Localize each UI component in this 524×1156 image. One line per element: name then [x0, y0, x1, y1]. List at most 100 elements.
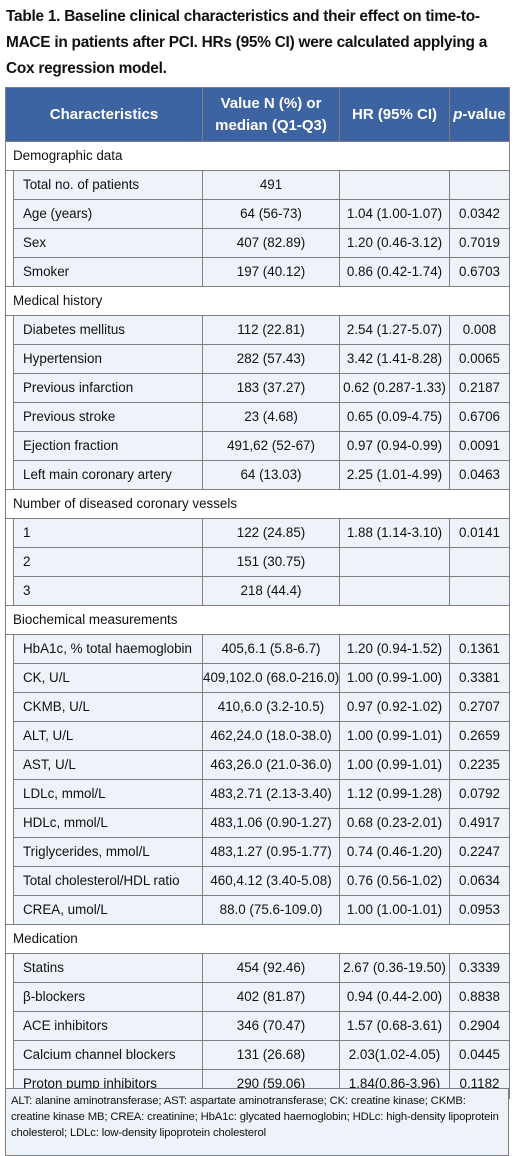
row-value: 483,1.06 (0.90-1.27): [202, 808, 340, 838]
indent-gap: [5, 257, 14, 287]
table-row: 2 151 (30.75): [5, 547, 510, 577]
row-hr: 2.03(1.02-4.05): [339, 1040, 450, 1070]
table-row: CK, U/L 409,102.0 (68.0-216.0) 1.00 (0.99-…: [5, 663, 510, 693]
row-label: Left main coronary artery: [13, 460, 203, 490]
row-value: 88.0 (75.6-109.0): [202, 895, 340, 925]
row-label: AST, U/L: [13, 750, 203, 780]
indent-gap: [5, 1040, 14, 1070]
row-value: 151 (30.75): [202, 547, 340, 577]
row-hr: 1.00 (1.00-1.01): [339, 895, 450, 925]
table-row: Total no. of patients 491: [5, 170, 510, 200]
row-hr: 0.97 (0.92-1.02): [339, 692, 450, 722]
row-value: 405,6.1 (5.8-6.7): [202, 634, 340, 664]
row-value: 410,6.0 (3.2-10.5): [202, 692, 340, 722]
table-row: β-blockers 402 (81.87) 0.94 (0.44-2.00) 0.8…: [5, 982, 510, 1012]
indent-gap: [5, 895, 14, 925]
row-hr: 1.04 (1.00-1.07): [339, 199, 450, 229]
row-label: Smoker: [13, 257, 203, 287]
row-label: Proton pump inhibitors: [13, 1069, 203, 1099]
indent-gap: [5, 576, 14, 606]
row-label: HDLc, mmol/L: [13, 808, 203, 838]
row-value: 122 (24.85): [202, 518, 340, 548]
indent-gap: [5, 344, 14, 374]
section-header-row: Number of diseased coronary vessels: [5, 489, 510, 519]
table-row: Smoker 197 (40.12) 0.86 (0.42-1.74) 0.6703: [5, 257, 510, 287]
row-hr: 1.20 (0.46-3.12): [339, 228, 450, 258]
table-row: Previous stroke 23 (4.68) 0.65 (0.09-4.75)…: [5, 402, 510, 432]
table-row: Previous infarction 183 (37.27) 0.62 (0.28…: [5, 373, 510, 403]
row-p-value: 0.0445: [449, 1040, 510, 1070]
header-value-line1: Value N (%) or: [220, 94, 322, 112]
row-hr: 0.94 (0.44-2.00): [339, 982, 450, 1012]
row-label: Age (years): [13, 199, 203, 229]
row-p-value: 0.2187: [449, 373, 510, 403]
row-label: Total no. of patients: [13, 170, 203, 200]
header-characteristics: Characteristics: [5, 87, 203, 142]
row-label: ALT, U/L: [13, 721, 203, 751]
row-label: Diabetes mellitus: [13, 315, 203, 345]
indent-gap: [5, 402, 14, 432]
row-value: 483,1.27 (0.95-1.77): [202, 837, 340, 867]
row-hr: 0.68 (0.23-2.01): [339, 808, 450, 838]
table-footnote: ALT: alanine aminotransferase; AST: aspa…: [5, 1088, 509, 1156]
row-value: 23 (4.68): [202, 402, 340, 432]
row-value: 409,102.0 (68.0-216.0): [202, 663, 340, 693]
table-row: Calcium channel blockers 131 (26.68) 2.03(…: [5, 1040, 510, 1070]
table-row: LDLc, mmol/L 483,2.71 (2.13-3.40) 1.12 (0.…: [5, 779, 510, 809]
header-p-rest: -value: [462, 105, 506, 123]
row-p-value: 0.2235: [449, 750, 510, 780]
row-hr: 0.74 (0.46-1.20): [339, 837, 450, 867]
row-label: 2: [13, 547, 203, 577]
baseline-characteristics-table: Characteristics Value N (%) or median (Q…: [5, 87, 510, 1099]
table-row: ALT, U/L 462,24.0 (18.0-38.0) 1.00 (0.99-1…: [5, 721, 510, 751]
row-p-value: 0.2707: [449, 692, 510, 722]
indent-gap: [5, 199, 14, 229]
indent-gap: [5, 779, 14, 809]
table-row: Triglycerides, mmol/L 483,1.27 (0.95-1.77…: [5, 837, 510, 867]
row-label: Total cholesterol/HDL ratio: [13, 866, 203, 896]
row-value: 64 (56-73): [202, 199, 340, 229]
row-p-value: 0.7019: [449, 228, 510, 258]
row-label: Hypertension: [13, 344, 203, 374]
row-value: 491: [202, 170, 340, 200]
indent-gap: [5, 373, 14, 403]
row-hr: 0.65 (0.09-4.75): [339, 402, 450, 432]
row-hr: [339, 170, 450, 200]
row-value: 131 (26.68): [202, 1040, 340, 1070]
row-p-value: 0.0091: [449, 431, 510, 461]
table-row: AST, U/L 463,26.0 (21.0-36.0) 1.00 (0.99-1…: [5, 750, 510, 780]
row-label: 3: [13, 576, 203, 606]
row-label: CK, U/L: [13, 663, 203, 693]
row-label: LDLc, mmol/L: [13, 779, 203, 809]
row-hr: 0.62 (0.287-1.33): [339, 373, 450, 403]
row-p-value: [449, 170, 510, 200]
indent-gap: [5, 634, 14, 664]
row-value: 183 (37.27): [202, 373, 340, 403]
row-value: 483,2.71 (2.13-3.40): [202, 779, 340, 809]
row-hr: 0.86 (0.42-1.74): [339, 257, 450, 287]
row-value: 407 (82.89): [202, 228, 340, 258]
row-hr: 2.25 (1.01-4.99): [339, 460, 450, 490]
table-row: Hypertension 282 (57.43) 3.42 (1.41-8.28) 0…: [5, 344, 510, 374]
indent-gap: [5, 808, 14, 838]
indent-gap: [5, 953, 14, 983]
table-row: HbA1c, % total haemoglobin 405,6.1 (5.8-6…: [5, 634, 510, 664]
row-label: HbA1c, % total haemoglobin: [13, 634, 203, 664]
row-p-value: 0.6706: [449, 402, 510, 432]
row-value: 346 (70.47): [202, 1011, 340, 1041]
row-p-value: 0.0463: [449, 460, 510, 490]
row-p-value: 0.0342: [449, 199, 510, 229]
row-hr: 0.97 (0.94-0.99): [339, 431, 450, 461]
section-title: Medical history: [5, 286, 510, 316]
section-title: Number of diseased coronary vessels: [5, 489, 510, 519]
row-hr: 1.00 (0.99-1.01): [339, 721, 450, 751]
row-hr: [339, 547, 450, 577]
row-p-value: 0.0953: [449, 895, 510, 925]
section-title: Demographic data: [5, 141, 510, 171]
table-row: Total cholesterol/HDL ratio 460,4.12 (3.4…: [5, 866, 510, 896]
row-label: ACE inhibitors: [13, 1011, 203, 1041]
row-p-value: 0.0065: [449, 344, 510, 374]
header-value: Value N (%) or median (Q1-Q3): [202, 87, 340, 142]
table-row: Statins 454 (92.46) 2.67 (0.36-19.50) 0.333…: [5, 953, 510, 983]
row-value: 491,62 (52-67): [202, 431, 340, 461]
